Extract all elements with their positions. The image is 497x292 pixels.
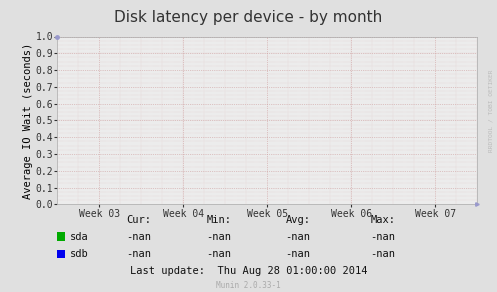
Text: -nan: -nan: [127, 232, 152, 241]
Text: Last update:  Thu Aug 28 01:00:00 2014: Last update: Thu Aug 28 01:00:00 2014: [130, 266, 367, 276]
Text: -nan: -nan: [206, 249, 231, 259]
Text: -nan: -nan: [370, 232, 395, 241]
Text: Munin 2.0.33-1: Munin 2.0.33-1: [216, 281, 281, 290]
Text: Max:: Max:: [370, 215, 395, 225]
Text: sda: sda: [70, 232, 88, 241]
Text: -nan: -nan: [286, 232, 311, 241]
Text: -nan: -nan: [370, 249, 395, 259]
Y-axis label: Average IO Wait (seconds): Average IO Wait (seconds): [22, 42, 33, 199]
Text: Min:: Min:: [206, 215, 231, 225]
Text: -nan: -nan: [127, 249, 152, 259]
Text: -nan: -nan: [286, 249, 311, 259]
Text: Avg:: Avg:: [286, 215, 311, 225]
Text: -nan: -nan: [206, 232, 231, 241]
Text: Disk latency per device - by month: Disk latency per device - by month: [114, 10, 383, 25]
Text: RRDTOOL / TOBI OETIKER: RRDTOOL / TOBI OETIKER: [489, 70, 494, 152]
Text: sdb: sdb: [70, 249, 88, 259]
Text: Cur:: Cur:: [127, 215, 152, 225]
